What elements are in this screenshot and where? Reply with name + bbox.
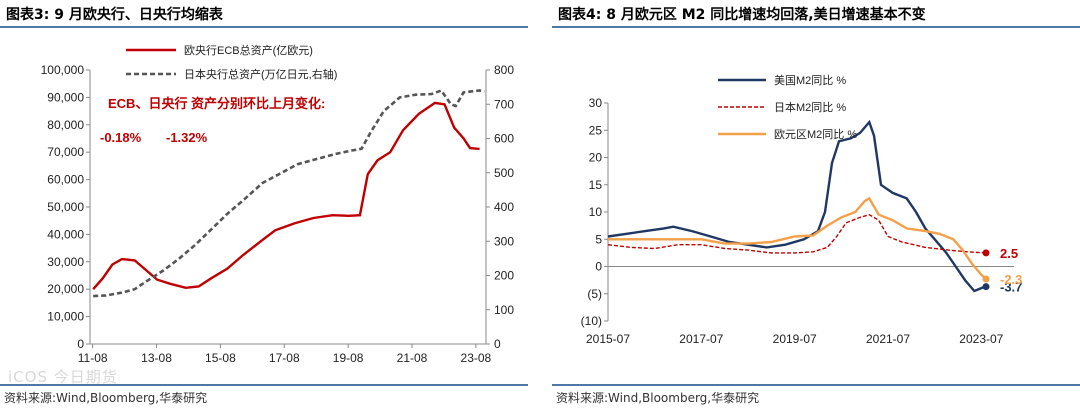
x-tick-label: 2017-07	[679, 332, 723, 346]
y-tick-label: (10)	[581, 314, 602, 328]
legend-label: 日本M2同比 %	[774, 100, 846, 114]
x-tick-label: 2021-07	[866, 332, 910, 346]
y-left-tick-label: 100,000	[41, 63, 85, 77]
right-title-rule	[552, 26, 1080, 28]
right-chart-title: 图表4: 8 月欧元区 M2 同比增速均回落,美日增速基本不变	[558, 7, 926, 23]
y-right-tick-label: 300	[494, 234, 514, 248]
legend-label: 美国M2同比 %	[774, 74, 846, 87]
right-chart-svg: (10) (5) 0 5 10 15 20 25 30 2015-07 2017-07 2019-07…	[581, 74, 1023, 346]
y-right-tick-label: 600	[494, 132, 514, 146]
japan-m2-line	[607, 213, 987, 254]
y-left-tick-label: 0	[77, 337, 84, 351]
y-tick-label: 30	[589, 96, 603, 110]
x-tick-label: 11-08	[78, 351, 108, 365]
left-chart-title: 图表3: 9 月欧央行、日央行均缩表	[6, 7, 223, 23]
y-right-tick-label: 100	[494, 303, 514, 317]
boj-assets-line	[93, 88, 485, 298]
left-annotation: ECB、日央行 资产分别环比上月变化:	[108, 96, 325, 111]
y-tick-label: 15	[589, 178, 603, 192]
end-point-marker	[982, 283, 990, 291]
end-value-label: -3.7	[1000, 280, 1022, 295]
left-chart-marks: 0 10,000 20,000 30,000 40,000 50,000 60,000 70,…	[41, 43, 515, 365]
y-right-tick-label: 200	[494, 269, 514, 283]
right-chart-panel: 图表4: 8 月欧元区 M2 同比增速均回落,美日增速基本不变 (10) (5) 0…	[552, 0, 1080, 409]
y-tick-label: 10	[589, 205, 603, 219]
left-title-rule	[0, 26, 528, 28]
y-tick-label: 20	[589, 151, 603, 165]
x-tick-label: 23-08	[461, 351, 492, 365]
y-right-tick-label: 700	[494, 97, 514, 111]
y-right-tick-label: 400	[494, 200, 514, 214]
euro-m2-line	[608, 196, 987, 280]
x-tick-label: 2023-07	[959, 332, 1003, 346]
right-chart-marks: (10) (5) 0 5 10 15 20 25 30 2015-07 2017-07 2019-07…	[581, 74, 1023, 346]
left-source: 资料来源:Wind,Bloomberg,华泰研究	[4, 391, 208, 405]
y-left-tick-label: 50,000	[47, 200, 84, 214]
x-tick-label: 15-08	[205, 351, 236, 365]
end-value-label: 2.5	[1000, 246, 1018, 261]
y-tick-label: 25	[589, 123, 603, 137]
legend-label: 欧央行ECB总资产(亿欧元)	[184, 43, 313, 57]
x-tick-label: 21-08	[397, 351, 428, 365]
y-left-tick-label: 30,000	[47, 255, 84, 269]
x-tick-label: 17-08	[269, 351, 300, 365]
end-value-label: -2.3	[1000, 272, 1022, 287]
y-left-tick-label: 80,000	[47, 118, 84, 132]
left-source-rule	[0, 384, 528, 386]
y-left-tick-label: 20,000	[47, 282, 84, 296]
left-chart-panel: 图表3: 9 月欧央行、日央行均缩表 0 10,000 20,000 30,000 40…	[0, 0, 528, 409]
end-point-marker	[982, 275, 990, 283]
y-left-tick-label: 60,000	[47, 173, 84, 187]
left-annotation-ecb: -0.18%	[100, 130, 142, 145]
x-tick-label: 13-08	[141, 351, 172, 365]
y-left-tick-label: 40,000	[47, 227, 84, 241]
y-tick-label: (5)	[587, 287, 602, 301]
left-chart-svg: 0 10,000 20,000 30,000 40,000 50,000 60,000 70,…	[41, 43, 515, 365]
y-left-tick-label: 70,000	[47, 145, 84, 159]
y-left-tick-label: 10,000	[47, 310, 84, 324]
x-tick-label: 19-08	[333, 351, 364, 365]
right-source: 资料来源:Wind,Bloomberg,华泰研究	[556, 391, 760, 405]
y-tick-label: 5	[595, 232, 602, 246]
end-point-marker	[982, 249, 990, 257]
us-m2-line	[607, 119, 987, 293]
y-tick-label: 0	[595, 260, 602, 274]
legend-label: 欧元区M2同比 %	[774, 128, 857, 141]
x-tick-label: 2019-07	[773, 332, 817, 346]
y-left-tick-label: 90,000	[47, 90, 84, 104]
y-right-tick-label: 0	[494, 337, 501, 351]
legend-label: 日本央行总资产(万亿日元,右轴)	[184, 67, 337, 81]
watermark: iCOS 今日期货	[8, 368, 118, 386]
left-annotation-boj: -1.32%	[166, 130, 208, 145]
y-right-tick-label: 500	[494, 166, 514, 180]
x-tick-label: 2015-07	[586, 332, 630, 346]
y-right-tick-label: 800	[494, 63, 514, 77]
right-source-rule	[552, 384, 1080, 386]
ecb-assets-line	[92, 101, 480, 290]
